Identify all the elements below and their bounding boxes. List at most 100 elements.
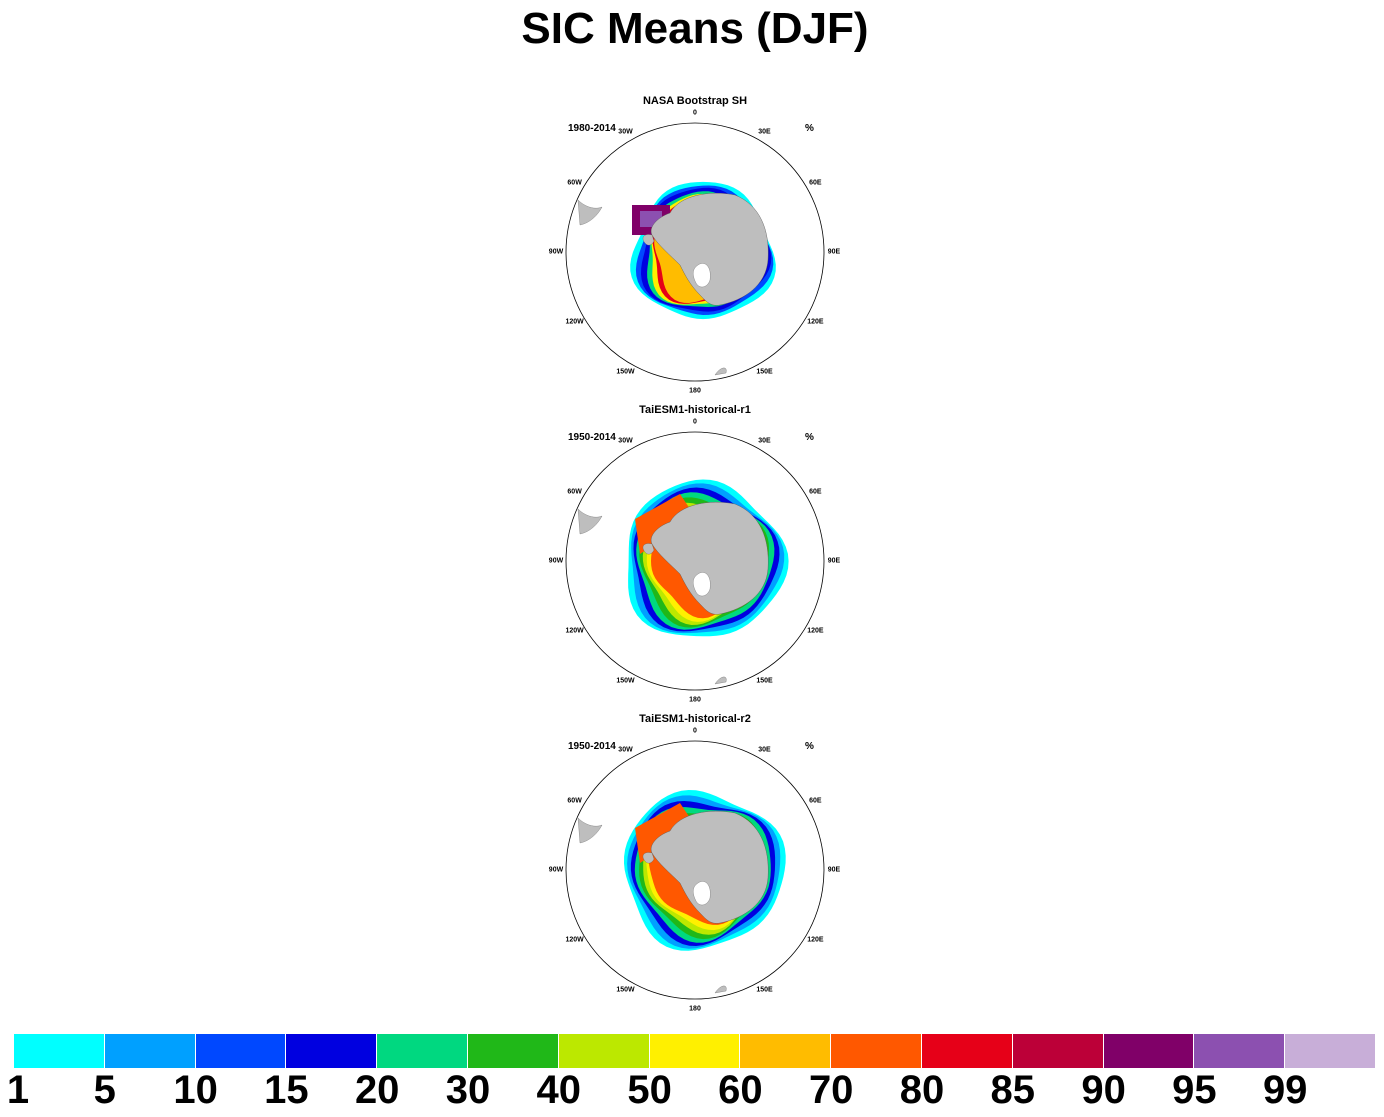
colorbar-box	[1012, 1034, 1104, 1068]
sea-ice-patch	[635, 803, 690, 863]
longitude-label: 150W	[616, 986, 635, 994]
longitude-label: 30W	[618, 746, 633, 754]
panel-unit: %	[805, 741, 814, 752]
new-zealand-fragment	[714, 985, 727, 994]
south-america-tip	[577, 817, 603, 844]
map-panel-nasa: NASA Bootstrap SH 1980-2014 % 0 30E 60E 90E…	[540, 95, 850, 395]
panel-period: 1950-2014	[568, 741, 616, 752]
longitude-label: 150E	[756, 986, 773, 994]
colorbar-label: 15	[264, 1068, 309, 1112]
polar-map	[565, 431, 825, 691]
south-america-tip	[577, 508, 603, 535]
longitude-label: 150E	[756, 368, 773, 376]
panel-title: TaiESM1-historical-r2	[639, 713, 751, 725]
sea-ice-patch	[635, 494, 690, 554]
colorbar-label: 90	[1081, 1068, 1126, 1112]
colorbar-label: 70	[808, 1068, 854, 1112]
colorbar-box	[558, 1034, 650, 1068]
new-zealand-fragment	[714, 367, 727, 376]
longitude-label: 180	[689, 696, 701, 704]
colorbar-label: 60	[718, 1068, 763, 1112]
colorbar-box	[14, 1034, 105, 1068]
colorbar-box	[1194, 1034, 1286, 1068]
colorbar-label: 1	[6, 1068, 30, 1112]
colorbar-box	[377, 1034, 468, 1068]
longitude-label: 60W	[567, 179, 582, 186]
longitude-label: 90E	[827, 557, 841, 565]
colorbar-box	[286, 1034, 378, 1068]
colorbar-label: 80	[899, 1068, 945, 1112]
longitude-label: 60E	[809, 488, 822, 495]
longitude-label: 90E	[827, 866, 841, 874]
colorbar-box	[1285, 1034, 1376, 1068]
colorbar-label: 50	[627, 1068, 672, 1112]
colorbar-label: 99	[1262, 1068, 1308, 1112]
colorbar-label: 95	[1172, 1068, 1217, 1112]
antarctica-landmass	[650, 810, 769, 924]
antarctica-landmass	[650, 501, 769, 615]
colorbar-label: 85	[990, 1068, 1036, 1112]
longitude-label: 30E	[758, 746, 771, 754]
antarctic-peninsula	[642, 234, 655, 246]
longitude-label: 60E	[809, 797, 822, 804]
ice-shelf	[693, 263, 711, 288]
longitude-label: 180	[689, 1005, 701, 1013]
polar-map	[565, 740, 825, 1000]
colorbar-label: 5	[93, 1068, 116, 1112]
longitude-label: 30W	[618, 437, 633, 445]
colorbar-label: 10	[173, 1068, 218, 1112]
ice-shelf	[693, 572, 711, 597]
longitude-label: 90W	[548, 248, 564, 256]
colorbar-label: 20	[354, 1068, 400, 1112]
antarctic-peninsula	[642, 543, 655, 555]
longitude-label: 120W	[565, 627, 584, 634]
antarctic-peninsula	[642, 852, 655, 864]
colorbar-label: 30	[445, 1068, 491, 1112]
colorbar-box	[740, 1034, 832, 1068]
colorbar-label: 40	[536, 1068, 582, 1112]
longitude-label: 150W	[616, 677, 635, 685]
longitude-label: 30W	[618, 128, 633, 136]
panel-period: 1980-2014	[568, 123, 616, 134]
longitude-label: 60W	[567, 797, 582, 804]
panel-title: NASA Bootstrap SH	[642, 95, 748, 107]
longitude-label: 60W	[567, 488, 582, 495]
longitude-label: 120W	[565, 318, 584, 325]
longitude-label: 60E	[809, 179, 822, 186]
colorbar-box	[104, 1034, 196, 1068]
colorbar-box	[649, 1034, 741, 1068]
longitude-label: 30E	[758, 128, 771, 136]
panel-unit: %	[805, 123, 814, 134]
longitude-label: 150W	[616, 368, 635, 376]
longitude-label: 30E	[758, 437, 771, 445]
panel-unit: %	[805, 432, 814, 443]
longitude-label: 120E	[807, 627, 824, 634]
longitude-label: 0	[693, 109, 697, 117]
map-panel-r1: TaiESM1-historical-r1 1950-2014 % 0 30E 60…	[540, 404, 850, 704]
longitude-label: 90E	[827, 248, 841, 256]
panel-title: TaiESM1-historical-r1	[639, 404, 751, 416]
longitude-label: 90W	[548, 557, 564, 565]
colorbar-box	[1103, 1034, 1195, 1068]
colorbar-box	[467, 1034, 559, 1068]
antarctica-landmass	[650, 192, 769, 306]
south-america-tip	[577, 199, 603, 226]
main-title: SIC Means (DJF)	[521, 4, 869, 53]
longitude-label: 0	[693, 727, 697, 735]
new-zealand-fragment	[714, 676, 727, 685]
longitude-label: 90W	[548, 866, 564, 874]
panel-period: 1950-2014	[568, 432, 616, 443]
longitude-label: 180	[689, 387, 701, 395]
longitude-label: 0	[693, 418, 697, 426]
ice-shelf	[693, 881, 711, 906]
colorbar-box	[921, 1034, 1013, 1068]
longitude-label: 120W	[565, 936, 584, 943]
polar-map	[565, 122, 825, 382]
longitude-label: 150E	[756, 677, 773, 685]
longitude-label: 120E	[807, 318, 824, 325]
longitude-label: 120E	[807, 936, 824, 943]
map-panel-r2: TaiESM1-historical-r2 1950-2014 % 0 30E 60…	[540, 713, 850, 1013]
colorbar-box	[831, 1034, 922, 1068]
colorbar	[14, 1034, 1376, 1068]
colorbar-box	[195, 1034, 287, 1068]
